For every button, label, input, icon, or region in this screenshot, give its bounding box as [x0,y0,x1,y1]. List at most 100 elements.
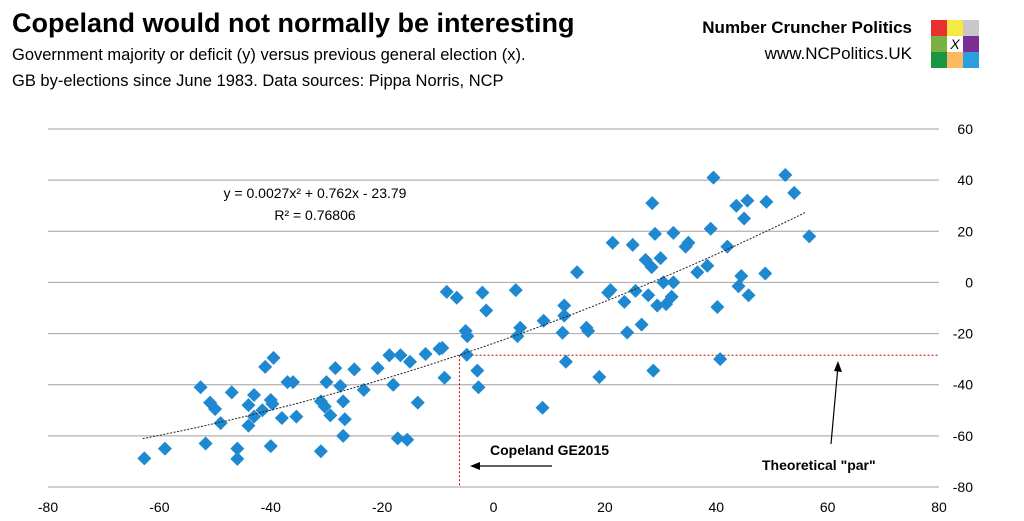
data-point [265,396,280,411]
data-point [557,308,572,323]
data-point [535,400,550,415]
data-point [617,294,632,309]
data-point [471,380,486,395]
data-point [650,298,665,313]
data-point [410,395,425,410]
logo-tile [963,20,979,36]
data-point [681,235,696,250]
data-point [513,320,528,335]
data-point [666,225,681,240]
data-point [802,229,817,244]
y-tick-label: 0 [965,274,973,290]
data-point [555,325,570,340]
y-tick-label: -20 [953,326,973,342]
data-point [581,324,596,339]
chart-subtitle-sources: GB by-elections since June 1983. Data so… [12,72,504,90]
data-point [634,317,649,332]
data-point [508,283,523,298]
data-point [729,198,744,213]
x-tick-label: 60 [820,499,836,515]
x-tick-label: -20 [372,499,392,515]
data-point [347,362,362,377]
data-point [336,428,351,443]
y-tick-label: -40 [953,377,973,393]
data-point [710,299,725,314]
x-tick-label: -80 [38,499,58,515]
logo-tile [963,52,979,68]
data-point [336,394,351,409]
data-point [247,409,262,424]
data-point [230,451,245,466]
data-point [224,385,239,400]
data-point [605,235,620,250]
data-point [460,329,475,344]
data-point [193,380,208,395]
data-point [323,408,338,423]
data-point [700,258,715,273]
data-point [759,194,774,209]
data-point [213,416,228,431]
logo-tile [931,52,947,68]
data-point [313,444,328,459]
logo-tile [931,36,947,52]
data-point [666,275,681,290]
data-point [646,363,661,378]
data-point [274,410,289,425]
data-point [620,325,635,340]
logo-tile [931,20,947,36]
data-point [644,260,659,275]
data-point [479,303,494,318]
data-point [241,398,256,413]
data-point [713,352,728,367]
data-point [255,403,270,418]
data-point [286,375,301,390]
data-point [137,451,152,466]
data-point [333,378,348,393]
data-point [653,251,668,266]
copeland-arrowhead [470,462,480,470]
x-tick-label: -60 [149,499,169,515]
data-point [740,193,755,208]
data-point [741,288,756,303]
y-tick-label: 60 [957,121,973,137]
chart-subtitle: Government majority or deficit (y) versu… [12,46,526,64]
data-point [641,288,656,303]
data-point [558,354,573,369]
y-tick-label: 20 [957,223,973,239]
data-point [787,185,802,200]
x-tick-label: 40 [708,499,724,515]
x-tick-label: 80 [931,499,947,515]
data-point [720,239,735,254]
logo-tile [947,20,963,36]
data-point [230,441,245,456]
data-point [570,265,585,280]
data-point [758,266,773,281]
data-point [628,283,643,298]
data-point [370,361,385,376]
brand-name: Number Cruncher Politics [702,18,912,37]
data-point [437,370,452,385]
copeland-annotation: Copeland GE2015 [490,442,609,458]
data-point [656,275,671,290]
data-point [645,196,660,211]
x-tick-label: 0 [490,499,498,515]
data-point [592,370,607,385]
y-tick-label: -60 [953,428,973,444]
data-point [198,436,213,451]
data-point [386,377,401,392]
data-point [557,298,572,313]
data-point [603,283,618,298]
data-point [449,290,464,305]
data-point [258,359,273,374]
data-point [690,265,705,280]
trendline [142,212,806,440]
data-point [459,347,474,362]
par-arrowhead [834,361,842,372]
par-annotation: Theoretical "par" [762,457,876,473]
ncp-logo: X [931,20,979,68]
data-point [731,279,746,294]
data-point [778,168,793,183]
data-point [390,431,405,446]
data-point [289,409,304,424]
data-point [393,348,408,363]
